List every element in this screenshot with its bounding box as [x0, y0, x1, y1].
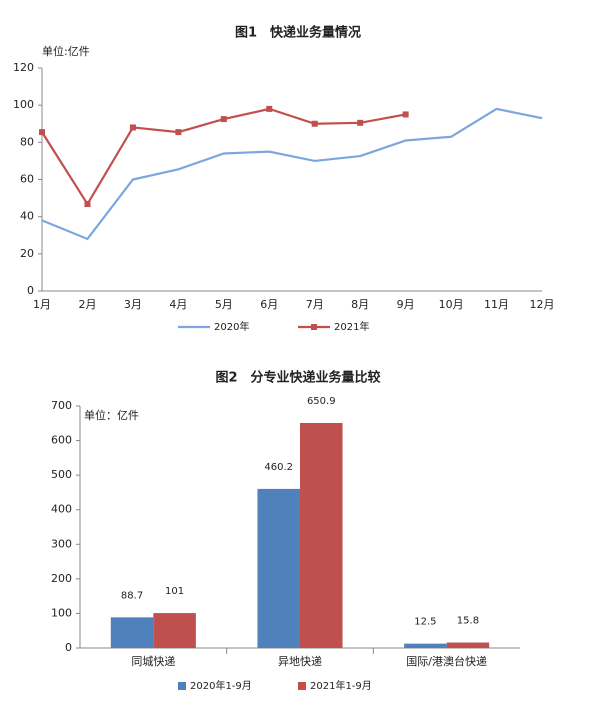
x-tick-label: 异地快递: [278, 654, 322, 668]
y-tick-label: 80: [20, 135, 34, 148]
legend-label: 2020年: [214, 320, 249, 333]
legend-label: 2021年: [334, 320, 369, 333]
y-tick-label: 700: [51, 399, 72, 412]
data-label: 101: [165, 586, 184, 597]
data-label: 15.8: [457, 616, 479, 627]
x-tick-label: 同城快递: [131, 654, 175, 668]
x-tick-label: 9月: [397, 298, 415, 311]
legend-label: 2021年1-9月: [310, 679, 372, 692]
data-label: 650.9: [307, 396, 336, 407]
point: [39, 129, 45, 136]
x-tick-label: 11月: [484, 298, 509, 311]
data-label: 460.2: [264, 462, 293, 473]
x-tick-label: 3月: [124, 298, 142, 311]
bar: [153, 613, 196, 648]
point: [266, 105, 273, 112]
y-tick-label: 200: [51, 572, 72, 585]
point: [311, 120, 318, 127]
legend-swatch: [178, 682, 186, 690]
x-tick-label: 7月: [306, 298, 324, 311]
x-tick-label: 1月: [33, 298, 51, 311]
bar: [110, 617, 154, 648]
legend-label: 2020年1-9月: [190, 679, 252, 692]
y-tick-label: 0: [27, 284, 34, 297]
chart-title: 图2 分专业快递业务量比较: [215, 370, 380, 386]
y-tick-label: 300: [51, 537, 72, 550]
line: [41, 107, 543, 241]
point: [402, 111, 409, 118]
bar: [404, 643, 447, 648]
y-tick-label: 60: [20, 173, 34, 186]
y-tick-label: 600: [51, 434, 72, 447]
x-tick-label: 12月: [530, 298, 555, 311]
unit-label: 单位：亿件: [84, 408, 139, 422]
bar: [300, 422, 343, 648]
x-tick-label: 6月: [260, 298, 278, 311]
legend-swatch: [298, 682, 306, 690]
bar: [257, 488, 300, 648]
y-tick-label: 20: [20, 247, 34, 260]
x-tick-label: 8月: [351, 298, 369, 311]
point: [129, 124, 136, 131]
y-tick-label: 400: [51, 503, 72, 516]
y-tick-label: 100: [51, 606, 72, 619]
x-tick-label: 4月: [169, 298, 187, 311]
x-tick-label: 2月: [78, 298, 96, 311]
y-tick-label: 500: [51, 468, 72, 481]
point: [84, 201, 91, 208]
bar: [446, 642, 490, 648]
x-tick-label: 国际/港澳台快递: [406, 654, 487, 668]
y-tick-label: 0: [65, 641, 72, 654]
y-tick-label: 100: [13, 98, 34, 111]
x-tick-label: 5月: [215, 298, 233, 311]
x-tick-label: 10月: [439, 298, 464, 311]
point: [175, 129, 182, 136]
point: [220, 116, 227, 123]
y-tick-label: 40: [20, 210, 34, 223]
chart-title: 图1 快递业务量情况: [235, 25, 361, 41]
point: [357, 119, 364, 126]
unit-label: 单位:亿件: [42, 44, 90, 58]
y-tick-label: 120: [13, 61, 34, 74]
data-label: 12.5: [414, 617, 436, 628]
data-label: 88.7: [121, 590, 143, 601]
legend-marker: [311, 324, 317, 330]
